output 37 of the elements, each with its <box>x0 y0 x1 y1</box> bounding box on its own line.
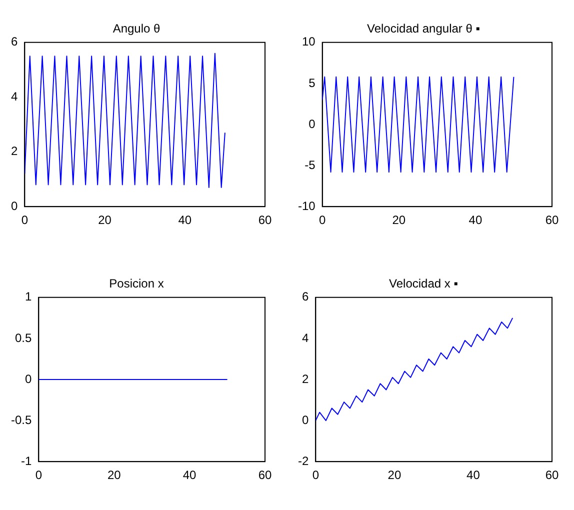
x-tick-label: 40 <box>468 213 482 228</box>
y-tick-label: 5 <box>308 76 316 90</box>
x-tick-label: 40 <box>178 213 192 228</box>
y-tick-label: -10 <box>298 198 316 213</box>
y-tick-label: 0 <box>308 116 316 131</box>
chart-title: Posicion x <box>109 276 164 291</box>
x-tick-label: 20 <box>392 213 406 228</box>
chart-title: Velocidad x ▪ <box>389 276 458 291</box>
y-tick-label: 0 <box>10 198 18 213</box>
chart-title: Angulo θ <box>112 22 161 36</box>
x-tick-label: 60 <box>258 213 272 228</box>
y-tick-label: 0.5 <box>14 330 32 345</box>
x-tick-label: 60 <box>258 468 272 482</box>
y-tick-label: -0.5 <box>10 412 32 427</box>
y-tick-label: 2 <box>302 372 309 386</box>
x-tick-label: 60 <box>545 468 559 482</box>
x-tick-label: 60 <box>545 213 559 228</box>
x-tick-label: 20 <box>388 468 402 482</box>
chart-title: Velocidad angular θ ▪ <box>366 22 480 36</box>
x-tick-label: 20 <box>107 468 122 482</box>
y-tick-label: -5 <box>304 158 316 172</box>
y-tick-label: 6 <box>10 34 18 49</box>
x-tick-label: 0 <box>319 213 326 228</box>
x-tick-label: 40 <box>182 468 197 482</box>
y-tick-label: 1 <box>24 290 32 304</box>
x-tick-label: 40 <box>466 468 480 482</box>
y-tick-label: 2 <box>10 144 18 158</box>
y-tick-label: -2 <box>298 454 309 468</box>
y-tick-label: 0 <box>302 412 309 427</box>
x-tick-label: 0 <box>35 468 42 482</box>
y-tick-label: 4 <box>10 89 18 104</box>
y-tick-label: 4 <box>302 330 309 345</box>
y-tick-label: 6 <box>302 290 309 304</box>
x-tick-label: 20 <box>98 213 112 228</box>
y-tick-label: 10 <box>302 34 316 49</box>
y-tick-label: -1 <box>21 454 32 468</box>
y-tick-label: 0 <box>24 372 32 386</box>
